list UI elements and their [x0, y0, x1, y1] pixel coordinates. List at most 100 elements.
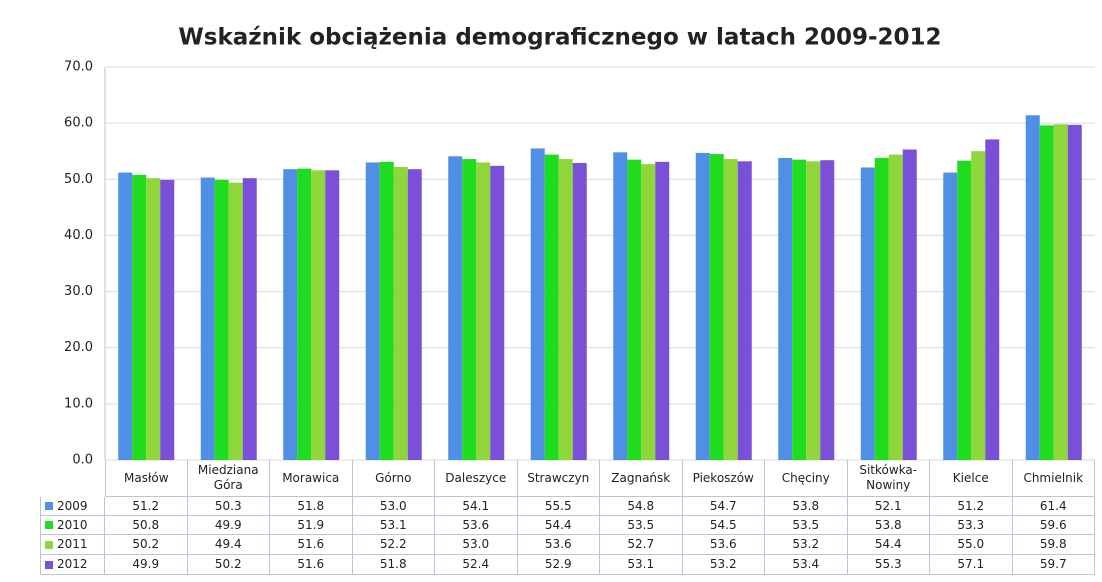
bar: [200, 177, 215, 460]
value-label: 51.2: [930, 497, 1013, 516]
category-label: Sitkówka-Nowiny: [847, 460, 930, 497]
bar: [242, 178, 257, 461]
value-label: 53.4: [765, 555, 848, 575]
value-label: 51.6: [270, 535, 353, 555]
category-label: Kielce: [930, 460, 1013, 497]
value-label: 53.8: [847, 516, 930, 535]
value-label: 49.9: [105, 555, 188, 575]
value-label: 50.2: [187, 555, 270, 575]
legend-entry: 2009: [40, 497, 105, 516]
bar: [448, 156, 463, 460]
value-label: 54.1: [435, 497, 518, 516]
bar: [490, 165, 505, 460]
bar: [971, 151, 986, 460]
bar: [723, 159, 738, 460]
bar: [902, 149, 917, 460]
value-label: 53.0: [352, 497, 435, 516]
value-label: 50.8: [105, 516, 188, 535]
bar: [407, 169, 422, 460]
value-label: 54.4: [517, 516, 600, 535]
bar: [860, 167, 875, 460]
bar: [283, 169, 298, 460]
value-label: 53.1: [600, 555, 683, 575]
bar: [641, 164, 656, 460]
bar: [874, 157, 889, 461]
bar: [655, 161, 670, 461]
value-label: 53.8: [765, 497, 848, 516]
value-label: 53.2: [765, 535, 848, 555]
legend-label: 2009: [57, 498, 88, 513]
bar: [544, 154, 559, 460]
y-tick-label: 30.0: [64, 284, 93, 299]
bar: [572, 163, 587, 461]
bar: [558, 159, 573, 460]
value-label: 54.8: [600, 497, 683, 516]
bar: [695, 152, 710, 461]
value-label: 51.9: [270, 516, 353, 535]
bar: [365, 162, 380, 460]
legend-label: 2011: [57, 537, 88, 551]
bar: [228, 182, 243, 460]
bar: [1067, 124, 1082, 460]
category-label: Górno: [352, 460, 435, 497]
y-tick-label: 60.0: [64, 116, 93, 131]
value-label: 49.4: [187, 535, 270, 555]
value-label: 55.3: [847, 555, 930, 575]
legend-label: 2010: [57, 517, 88, 532]
category-label: Masłów: [105, 460, 188, 497]
y-tick-label: 10.0: [64, 396, 93, 411]
value-label: 53.0: [435, 535, 518, 555]
bar: [627, 159, 642, 460]
category-label: Miedziana Góra: [187, 460, 270, 497]
value-label: 53.5: [600, 516, 683, 535]
value-label: 51.2: [105, 497, 188, 516]
value-label: 52.2: [352, 535, 435, 555]
value-label: 52.7: [600, 535, 683, 555]
value-label: 53.6: [517, 535, 600, 555]
bar: [118, 172, 133, 460]
bar: [160, 179, 175, 460]
y-tick-label: 0.0: [72, 453, 93, 468]
bar: [792, 159, 807, 460]
bar: [132, 174, 147, 460]
bar: [462, 159, 477, 460]
value-label: 53.6: [435, 516, 518, 535]
value-label: 49.9: [187, 516, 270, 535]
value-label: 59.7: [1012, 555, 1095, 575]
legend-entry: 2010: [40, 516, 105, 535]
bar: [613, 152, 628, 460]
value-label: 59.6: [1012, 516, 1095, 535]
value-label: 54.7: [682, 497, 765, 516]
value-label: 51.6: [270, 555, 353, 575]
bar: [888, 154, 903, 460]
legend-label: 2012: [57, 557, 88, 571]
legend-entry: 2012: [40, 555, 105, 575]
y-tick-label: 50.0: [64, 172, 93, 187]
value-label: 53.5: [765, 516, 848, 535]
bar: [146, 178, 161, 461]
bar: [1025, 115, 1040, 460]
value-label: 53.6: [682, 535, 765, 555]
bar: [530, 148, 545, 460]
category-label: Morawica: [270, 460, 353, 497]
value-label: 51.8: [270, 497, 353, 516]
chart-title: Wskaźnik obciążenia demograficznego w la…: [178, 25, 941, 51]
bar: [214, 179, 229, 460]
bar: [379, 161, 394, 461]
value-label: 54.4: [847, 535, 930, 555]
bar: [985, 139, 1000, 460]
value-label: 50.2: [105, 535, 188, 555]
legend-entry: 2011: [40, 535, 105, 555]
value-label: 53.3: [930, 516, 1013, 535]
category-label: Daleszyce: [435, 460, 518, 497]
category-label: Strawczyn: [517, 460, 600, 497]
bar: [297, 168, 312, 460]
category-label: Piekoszów: [682, 460, 765, 497]
bar: [476, 162, 491, 460]
legend-swatch: [45, 560, 53, 569]
bar: [806, 161, 821, 460]
bar: [737, 161, 752, 460]
bar: [325, 170, 340, 460]
legend-swatch: [45, 521, 53, 529]
category-label: Chęciny: [765, 460, 848, 497]
